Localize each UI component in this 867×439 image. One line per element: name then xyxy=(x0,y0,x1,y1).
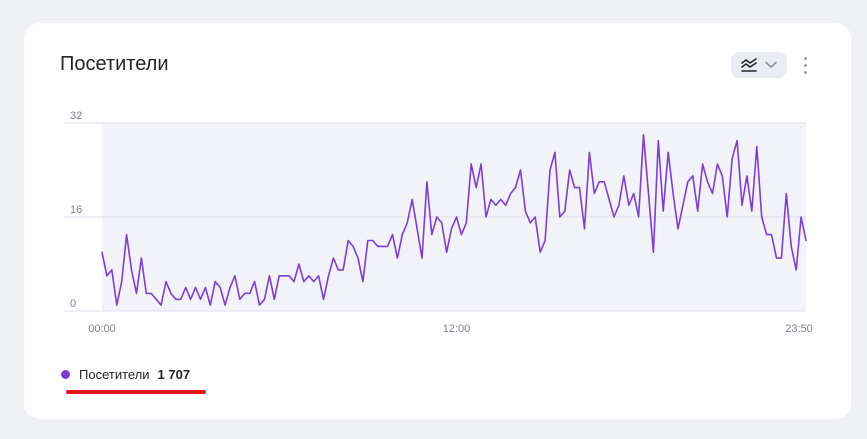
chart-type-button[interactable] xyxy=(731,52,787,78)
chevron-down-icon xyxy=(765,61,777,68)
legend-color-dot xyxy=(61,370,70,379)
legend-item-visitors[interactable]: Посетители 1 707 xyxy=(61,367,190,382)
x-tick-label-1200: 12:00 xyxy=(443,323,471,335)
area-chart-icon xyxy=(741,58,757,72)
series-line-visitors xyxy=(101,134,807,306)
card-title: Посетители xyxy=(60,53,169,75)
legend-label: Посетители xyxy=(79,367,150,382)
visitors-card: Посетители 0 16 32 00:00 12:00 23:50 Посетите… xyxy=(24,23,851,419)
y-tick-label-32: 32 xyxy=(70,110,82,122)
more-options-button[interactable] xyxy=(798,54,812,76)
red-underline-annotation xyxy=(66,390,206,394)
legend-total-value: 1 707 xyxy=(157,367,191,382)
x-tick-label-0000: 00:00 xyxy=(88,323,116,335)
more-vertical-icon xyxy=(803,56,807,60)
y-tick-label-16: 16 xyxy=(70,204,82,216)
visitors-line-chart: 0 16 32 00:00 12:00 23:50 xyxy=(64,110,813,335)
y-tick-label-0: 0 xyxy=(70,298,76,310)
x-tick-label-2350: 23:50 xyxy=(785,323,813,335)
